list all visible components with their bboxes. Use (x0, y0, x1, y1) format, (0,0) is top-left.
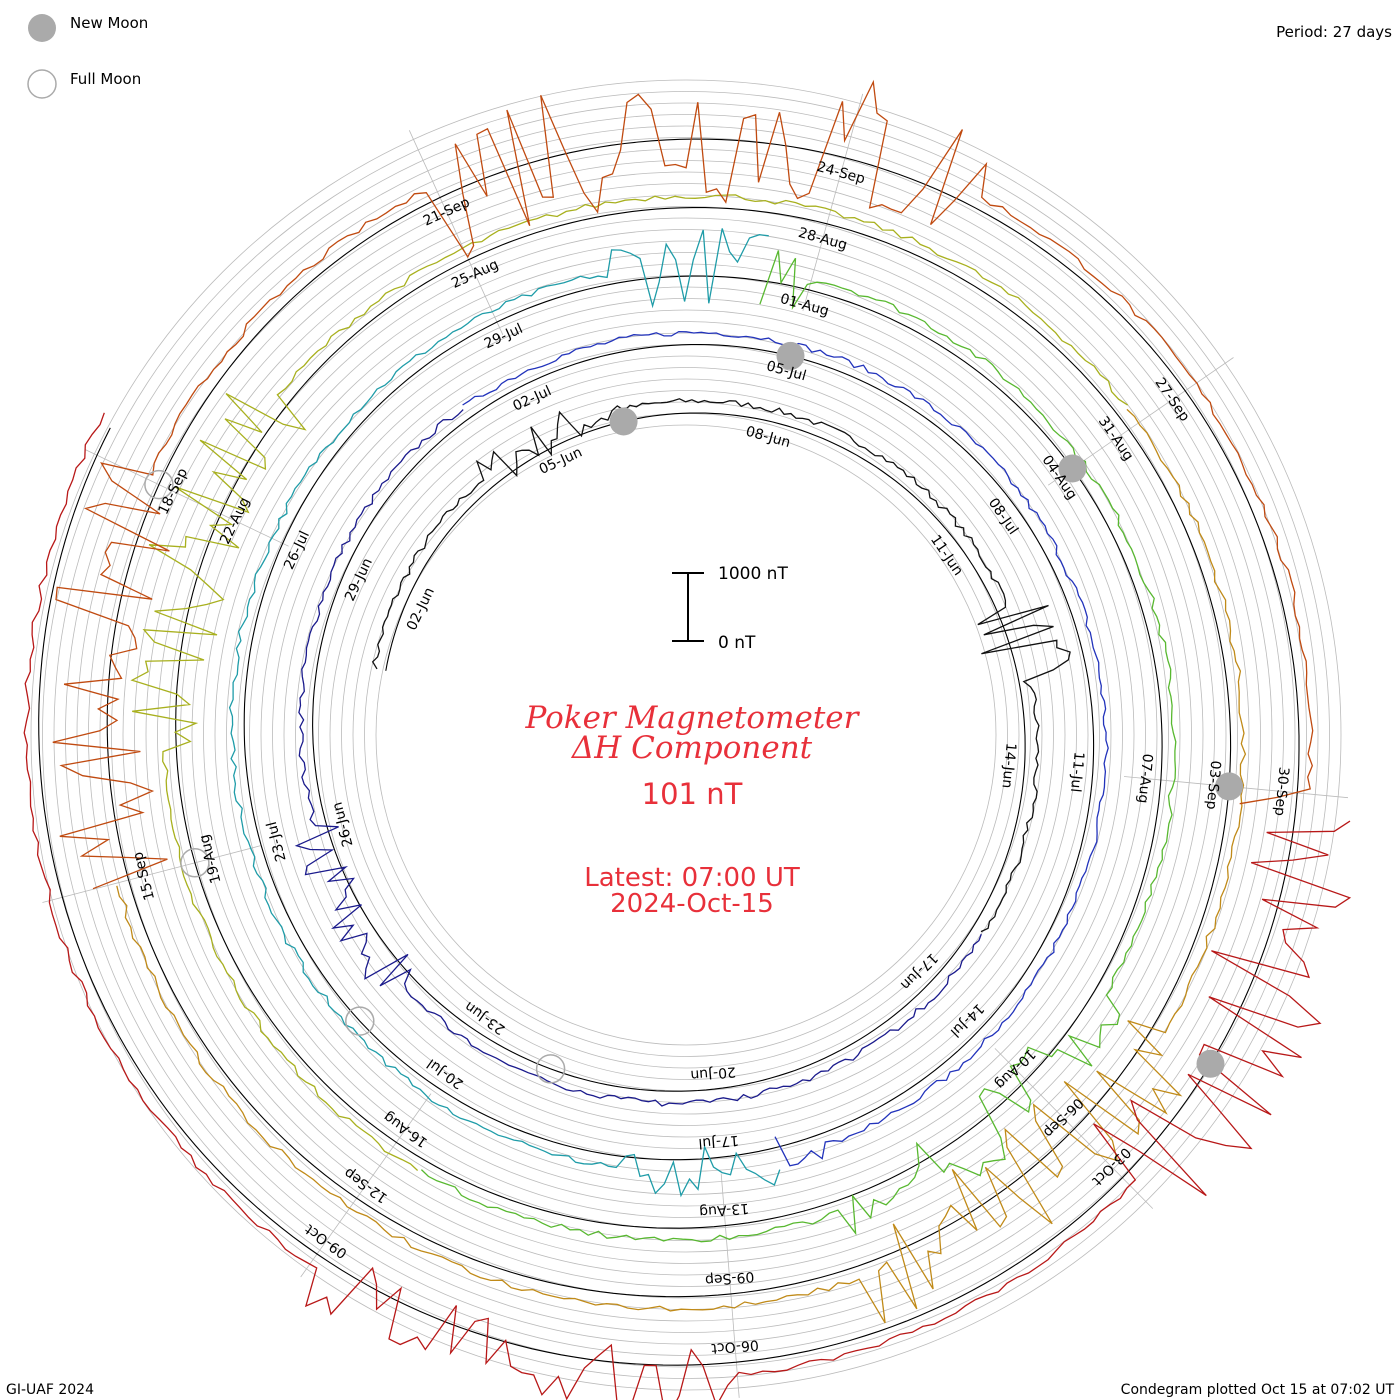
date-label: 05-Jun (537, 444, 585, 478)
trace-segment (420, 250, 1177, 1243)
current-value: 101 nT (642, 777, 743, 811)
date-label: 28-Aug (796, 225, 848, 254)
credit-label: GI-UAF 2024 (6, 1382, 94, 1398)
moon-markers (144, 341, 1244, 1084)
grid-ring (134, 183, 1238, 1287)
date-label: 30-Sep (1271, 766, 1292, 817)
full-moon-marker (180, 848, 210, 878)
grid-ring (341, 390, 1031, 1080)
grid-ring (145, 194, 1227, 1276)
chart-title: Poker Magnetometer (525, 700, 861, 736)
trace-segment (371, 398, 1071, 933)
date-label: 07-Aug (1135, 753, 1156, 804)
date-label: 20-Jul (424, 1055, 466, 1092)
date-spoke (720, 1173, 740, 1398)
date-spoke (802, 93, 864, 311)
scale-top-label: 1000 nT (718, 564, 788, 584)
date-label: 09-Sep (704, 1268, 754, 1288)
plotted-timestamp: Condegram plotted Oct 15 at 07:02 UT (1121, 1382, 1395, 1398)
date-label: 08-Jun (744, 424, 792, 452)
trace-segment (294, 409, 982, 1107)
baseline-spiral (38, 138, 1300, 1366)
date-label: 25-Aug (449, 257, 501, 292)
grid-ring (237, 286, 1135, 1184)
date-label: 02-Jun (404, 585, 438, 633)
full-moon-legend-icon (27, 69, 57, 99)
full-moon-marker (535, 1054, 566, 1084)
grid-ring (53, 102, 1319, 1368)
grid-ring (191, 240, 1181, 1230)
grid-ring (214, 263, 1158, 1207)
trace-segment (228, 228, 781, 1198)
grid-ring (88, 137, 1284, 1333)
grid-ring (226, 275, 1146, 1195)
trace-segment (462, 330, 1109, 1167)
trace-segment (52, 79, 1314, 890)
date-spoke (994, 1048, 1154, 1209)
scale-bar: 1000 nT 0 nT (672, 564, 788, 653)
date-spoke (85, 449, 289, 547)
new-moon-marker (1196, 1049, 1225, 1078)
full-moon-legend-label: Full Moon (70, 70, 141, 88)
new-moon-legend-label: New Moon (70, 14, 148, 32)
trace-segment (116, 408, 1247, 1324)
trace-segment (23, 412, 1352, 1400)
new-moon-marker (1215, 772, 1244, 801)
latest-date: 2024-Oct-15 (610, 889, 774, 919)
date-label: 06-Oct (710, 1336, 759, 1356)
new-moon-legend-icon (28, 14, 56, 42)
date-label: 17-Jul (698, 1132, 740, 1151)
scale-bottom-label: 0 nT (718, 633, 756, 653)
grid-ring (375, 424, 997, 1046)
date-label: 13-Aug (699, 1200, 750, 1220)
date-label: 26-Jun (330, 800, 357, 848)
grid-ring (168, 217, 1204, 1253)
date-spoke (300, 1093, 432, 1278)
date-label: 03-Sep (1203, 760, 1224, 811)
date-label: 31-Aug (1095, 414, 1137, 464)
grid-ring (249, 298, 1123, 1172)
date-spoke (42, 845, 261, 903)
magnetometer-traces (23, 79, 1352, 1400)
grid-ring (122, 171, 1250, 1299)
date-spoke (408, 130, 504, 336)
date-label: 18-Sep (156, 466, 192, 517)
chart-subtitle: ΔH Component (571, 730, 813, 766)
grid-ring (42, 91, 1330, 1379)
date-label: 14-Jun (998, 742, 1018, 789)
baseline-spiral-path (38, 138, 1300, 1366)
trace-segment (130, 194, 1129, 1171)
date-label: 20-Jun (690, 1063, 737, 1083)
grid-ring (203, 252, 1169, 1218)
grid-ring (283, 332, 1089, 1138)
date-label: 02-Jul (510, 383, 554, 414)
grid-ring (76, 125, 1296, 1345)
grid-ring (99, 148, 1273, 1322)
grid-ring (157, 206, 1215, 1264)
new-moon-marker (776, 341, 805, 370)
latest-time: Latest: 07:00 UT (584, 863, 800, 893)
date-label: 08-Jul (985, 495, 1021, 537)
date-label: 23-Jul (264, 820, 290, 863)
period-label: Period: 27 days (1276, 23, 1392, 41)
full-moon-marker (345, 1006, 375, 1036)
date-label: 11-Jun (927, 532, 966, 579)
full-moon-marker (144, 469, 174, 500)
date-label: 27-Sep (1151, 375, 1192, 425)
grid-ring (272, 321, 1100, 1149)
new-moon-marker (609, 407, 638, 436)
grid-ring (30, 79, 1342, 1391)
grid-ring (306, 355, 1066, 1115)
date-label: 11-Jul (1067, 751, 1087, 793)
grid-ring (65, 114, 1307, 1356)
new-moon-marker (1058, 454, 1087, 483)
